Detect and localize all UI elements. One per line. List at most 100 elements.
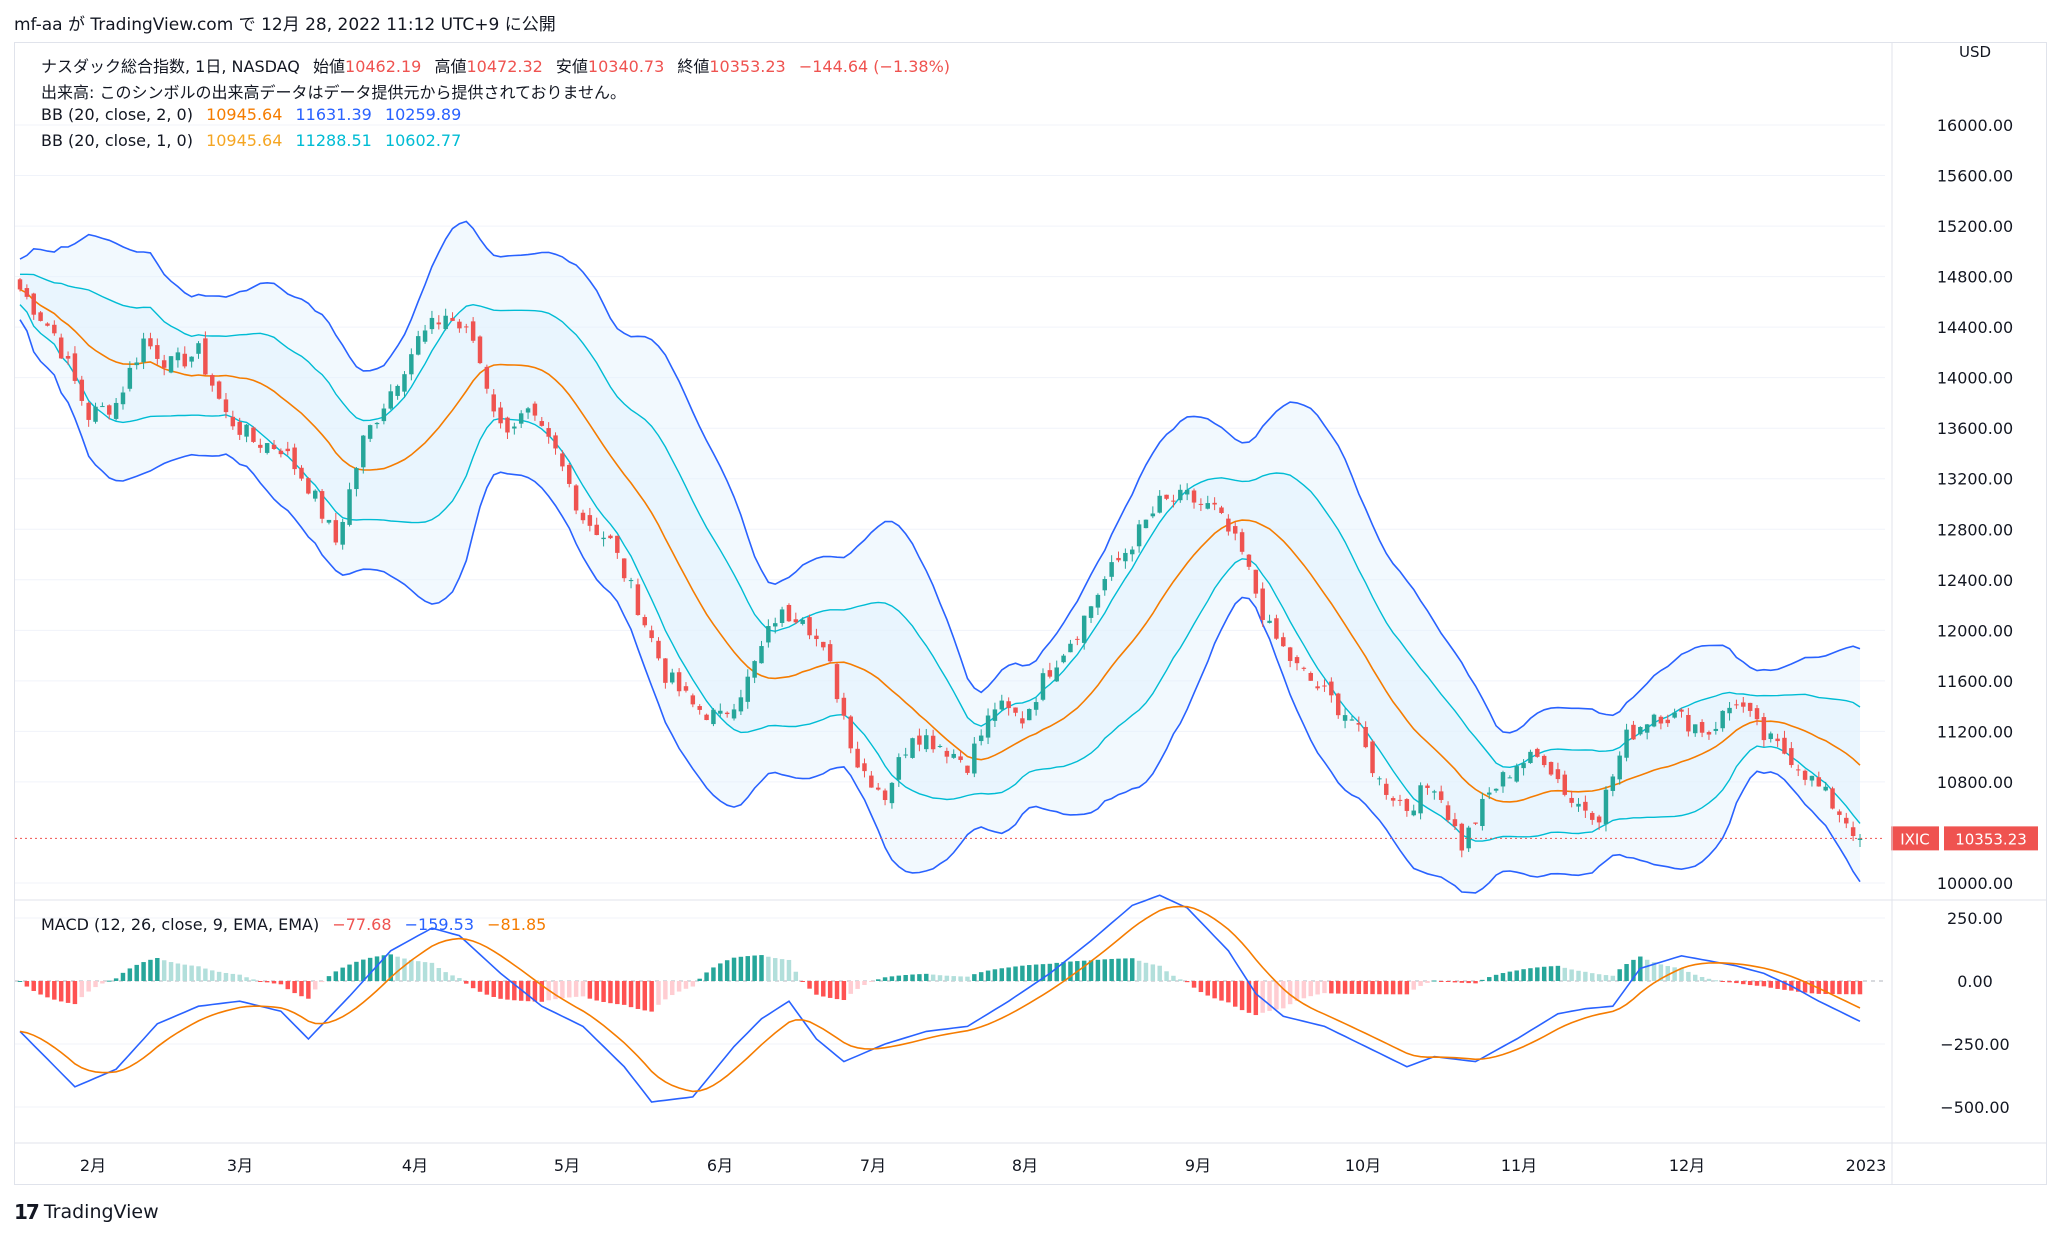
candle-body [1741,702,1746,707]
macd-histogram-bar [711,967,716,981]
macd-histogram-bar [72,981,78,1005]
macd-histogram-bar [1541,966,1547,981]
candle-body [628,580,634,582]
bb-lower-2sd-line [19,319,1861,894]
candle-body [951,753,956,758]
macd-histogram-bar [573,981,579,997]
candle-body [120,392,126,405]
macd-histogram-bar [251,979,256,981]
macd-histogram-bar [86,981,91,992]
candle-body [1294,657,1300,664]
candle-body [285,448,290,452]
macd-histogram-bar [1088,960,1094,981]
chart-svg[interactable]: 16000.00 15600.00 15200.00 14800.00 14400.00… [15,43,2046,1184]
macd-histogram-bar [670,981,675,996]
candle-body [978,735,984,742]
macd-histogram-bar [292,981,297,994]
month-label: 7月 [860,1156,886,1175]
candle-body [972,743,977,774]
macd-histogram-bar [1040,964,1046,981]
price-tick-label: 13600.00 [1937,419,2013,438]
macd-histogram-bar [834,981,840,1000]
candle-body [1857,838,1863,841]
macd-histogram-bar [759,955,764,981]
macd-histogram-bar [237,974,242,981]
bb-upper-2sd-line [19,220,1861,734]
macd-histogram-bar [1253,981,1259,1016]
candle-body [367,425,373,439]
macd-histogram-bar [230,973,236,981]
macd-histogram-bar [1356,981,1362,995]
macd-histogram-bar [203,968,208,981]
macd-histogram-bar [752,955,757,981]
macd-histogram-bar [244,977,249,981]
candle-body [1363,726,1368,748]
macd-histogram-bar [814,981,819,995]
candle-body [1562,774,1568,795]
month-label: 3月 [227,1156,253,1175]
candle-body [1658,716,1664,724]
macd-histogram-bar [1418,981,1423,986]
month-label: 4月 [402,1156,428,1175]
macd-histogram-bar [182,964,188,981]
legend-title: ナスダック総合指数, 1日, NASDAQ [41,57,300,76]
macd-histogram-bar [1590,973,1595,981]
candle-body [1747,702,1753,711]
candle-body [1349,719,1355,721]
candle-body [1123,552,1128,562]
bb-basis-line [19,288,1861,803]
candle-body [361,435,366,468]
macd-histogram-bar [594,981,599,1001]
macd-histogram-bar [1308,981,1313,997]
macd-histogram-bar [1123,958,1128,981]
low-label: 安値 [555,57,588,76]
open-value: 10462.19 [345,57,422,76]
macd-histogram-bar [1136,960,1142,981]
candle-body [1411,810,1416,816]
candle-body [1143,519,1149,529]
tradingview-footer[interactable]: 17 TradingView [14,1200,159,1224]
candle-body [24,288,30,297]
macd-histogram-bar [477,981,483,992]
candle-body [1727,707,1732,714]
candle-body [1102,578,1108,591]
macd-histogram-bar [415,961,421,981]
candle-body [731,709,737,719]
macd-histogram-bar [724,960,730,981]
macd-histogram-bar [1535,967,1540,981]
candle-body [1178,489,1183,501]
macd-histogram-bar [1329,981,1334,994]
candle-body [1555,769,1561,780]
macd-histogram-bar [1294,981,1300,1001]
candle-body [1219,507,1224,513]
candle-body [1493,788,1499,791]
candle-body [567,464,572,484]
macd-histogram-bar [532,981,538,1002]
candle-body [1356,723,1362,725]
candle-body [484,366,490,389]
macd-histogram-bar [326,976,332,981]
macd-histogram-bar [1315,981,1320,995]
macd-histogram-bar [1390,981,1396,995]
candle-body [560,453,565,467]
legend-close: 終値10353.23 [677,57,785,76]
candle-body [1720,710,1725,729]
candle-body [1816,777,1822,787]
macd-histogram-bar [1061,962,1066,981]
macd-histogram-bar [1596,974,1602,981]
candle-body [354,468,359,490]
macd-histogram-bar [1631,959,1636,981]
macd-histogram-bar [1150,964,1156,981]
macd-histogram-bar [1754,981,1760,986]
macd-histogram-bar [107,980,112,982]
legend-open: 始値10462.19 [313,57,421,76]
macd-histogram-bar [944,975,950,981]
macd-histogram-bar [1027,965,1032,981]
legend-bb1: BB (20, close, 2, 0) 10945.64 11631.39 1… [41,105,469,124]
macd-histogram-bar [697,978,702,981]
candle-body [779,609,785,623]
bb2-label: BB (20, close, 1, 0) [41,131,193,150]
macd-histogram-bar [745,956,750,981]
macd-histogram-bar [1624,964,1629,981]
macd-histogram-bar [525,981,531,1002]
